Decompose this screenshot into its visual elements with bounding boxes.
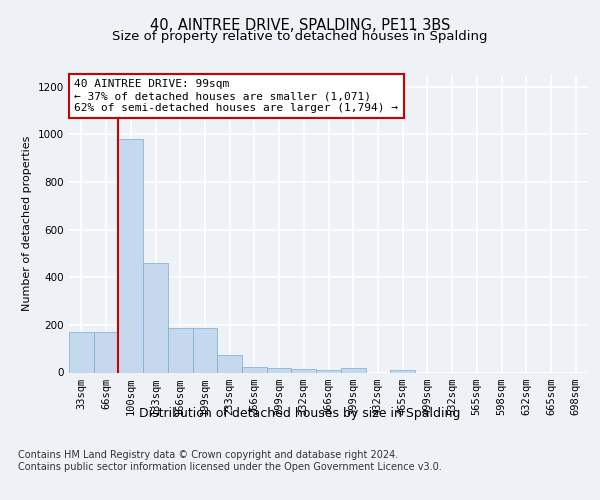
Bar <box>118 140 143 372</box>
Text: 40 AINTREE DRIVE: 99sqm
← 37% of detached houses are smaller (1,071)
62% of semi: 40 AINTREE DRIVE: 99sqm ← 37% of detache… <box>74 80 398 112</box>
Text: Size of property relative to detached houses in Spalding: Size of property relative to detached ho… <box>112 30 488 43</box>
Bar <box>341 368 365 372</box>
Bar <box>390 370 415 372</box>
Bar <box>316 370 341 372</box>
Text: Contains HM Land Registry data © Crown copyright and database right 2024.
Contai: Contains HM Land Registry data © Crown c… <box>18 450 442 471</box>
Text: Distribution of detached houses by size in Spalding: Distribution of detached houses by size … <box>139 408 461 420</box>
Bar <box>143 263 168 372</box>
Y-axis label: Number of detached properties: Number of detached properties <box>22 136 32 312</box>
Bar <box>242 366 267 372</box>
Bar <box>94 332 118 372</box>
Bar <box>292 369 316 372</box>
Text: 40, AINTREE DRIVE, SPALDING, PE11 3BS: 40, AINTREE DRIVE, SPALDING, PE11 3BS <box>150 18 450 32</box>
Bar <box>267 368 292 372</box>
Bar <box>193 328 217 372</box>
Bar <box>217 354 242 372</box>
Bar <box>69 332 94 372</box>
Bar <box>168 328 193 372</box>
